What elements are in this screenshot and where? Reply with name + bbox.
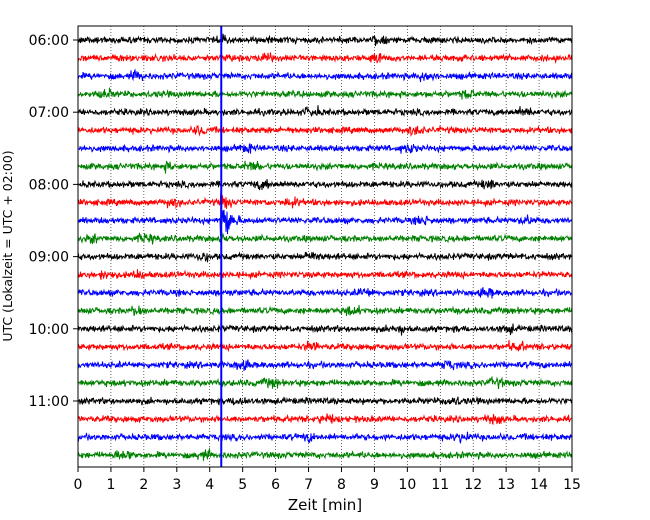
seismic-trace: [77, 376, 573, 390]
seismic-trace: [77, 232, 573, 245]
seismic-trace: [77, 413, 573, 426]
y-axis-ticks: 06:00 07:00 08:00 09:00 10:00 11:00: [29, 33, 78, 410]
seismic-trace: [77, 395, 573, 406]
seismic-trace: [77, 105, 573, 118]
y-tick-label: 11:00: [29, 394, 69, 410]
x-tick-label: 11: [431, 477, 449, 493]
y-tick-label: 08:00: [29, 177, 69, 193]
seismic-trace: [77, 199, 573, 237]
x-tick-label: 4: [205, 477, 214, 493]
x-tick-label: 5: [238, 477, 247, 493]
seismic-trace: [77, 52, 573, 64]
seismic-trace: [77, 143, 573, 154]
x-tick-label: 15: [563, 477, 581, 493]
x-tick-label: 1: [106, 477, 115, 493]
seismic-trace: [77, 190, 573, 210]
x-axis-ticks: 0 1 2 3 4 5 6 7 8 9 10 11 12 13 14 15: [74, 467, 581, 493]
x-tick-label: 13: [497, 477, 515, 493]
seismic-trace: [77, 269, 573, 280]
seismic-traces: [77, 33, 573, 461]
seismic-trace: [77, 87, 573, 100]
y-tick-label: 06:00: [29, 33, 69, 49]
seismic-trace: [77, 178, 573, 191]
seismic-trace: [77, 251, 573, 263]
x-tick-label: 6: [271, 477, 280, 493]
y-tick-label: 10:00: [29, 322, 69, 338]
x-tick-label: 10: [398, 477, 416, 493]
y-tick-label: 07:00: [29, 105, 69, 121]
seismic-trace: [77, 287, 573, 299]
x-tick-label: 12: [464, 477, 482, 493]
x-axis-label: Zeit [min]: [288, 496, 362, 514]
seismic-trace: [77, 431, 573, 444]
x-tick-label: 3: [172, 477, 181, 493]
seismic-trace: [77, 447, 573, 461]
seismic-trace: [77, 359, 573, 371]
y-tick-label: 09:00: [29, 250, 69, 266]
seismic-trace: [77, 68, 573, 83]
seismic-trace: [77, 124, 573, 138]
x-tick-label: 2: [139, 477, 148, 493]
seismic-trace: [77, 323, 573, 336]
x-tick-label: 14: [530, 477, 548, 493]
seismic-trace: [77, 339, 573, 353]
seismic-trace: [77, 33, 573, 47]
x-tick-label: 9: [370, 477, 379, 493]
y-axis-label: UTC (Lokalzeit = UTC + 02:00): [0, 150, 15, 341]
seismic-trace: [77, 305, 573, 317]
plot-frame: [77, 25, 573, 468]
x-tick-label: 7: [304, 477, 313, 493]
x-tick-label: 0: [74, 477, 83, 493]
seismic-trace: [77, 160, 573, 174]
x-tick-label: 8: [337, 477, 346, 493]
